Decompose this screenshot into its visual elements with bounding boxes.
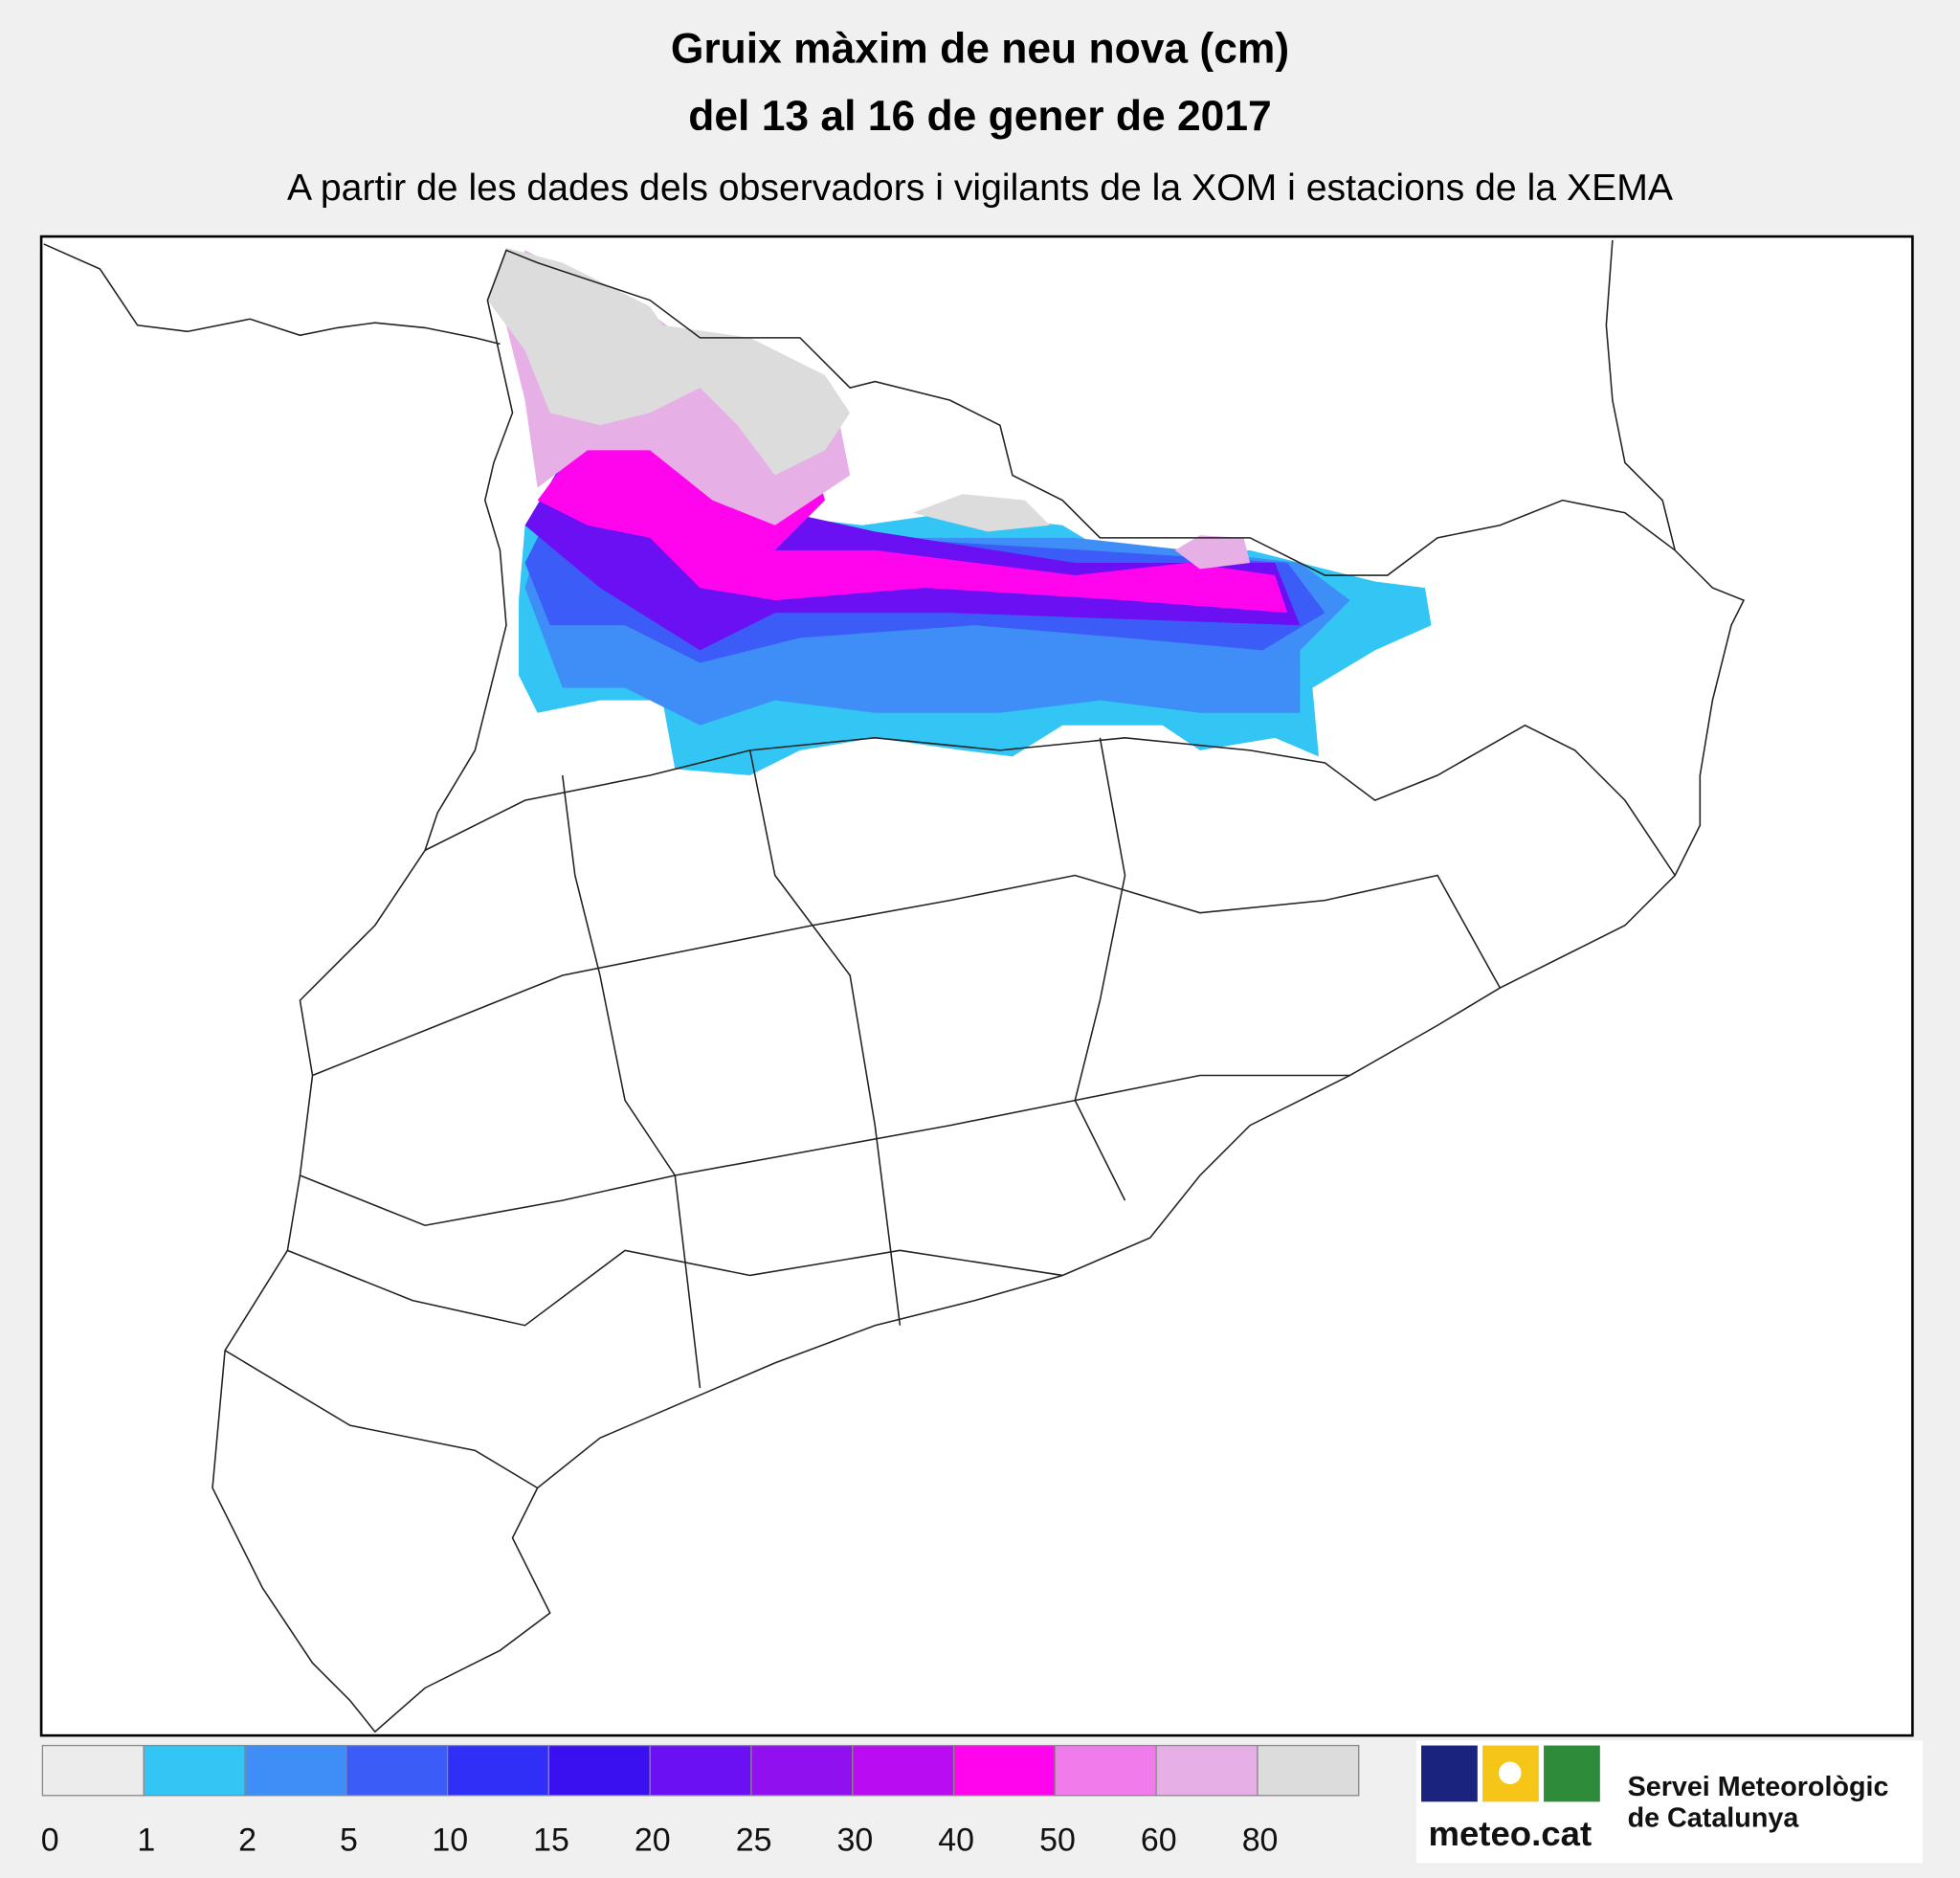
legend-swatch [547,1744,651,1797]
legend-swatch [41,1744,145,1797]
legend-swatch [952,1744,1057,1797]
legend-swatch [852,1744,955,1797]
legend-tick-label: 0 [41,1822,59,1858]
legend-swatch [1155,1744,1258,1797]
borders [43,239,1746,1733]
logo-icon [1499,1761,1522,1785]
legend-tick-label: 80 [1242,1822,1279,1858]
legend-swatch [446,1744,550,1797]
legend-tick-label: 5 [340,1822,358,1858]
logo: meteo.cat Servei Meteorològic de Catalun… [1415,1740,1923,1864]
legend-tick-label: 15 [533,1822,569,1858]
legend-swatch [1054,1744,1157,1797]
logo-brand: meteo.cat [1428,1814,1592,1853]
legend-swatch [1257,1744,1360,1797]
legend-tick-label: 25 [736,1822,772,1858]
snow-field [487,247,1432,776]
legend-swatch [143,1744,246,1797]
logo-icon [1421,1745,1478,1802]
legend-tick-label: 40 [938,1822,974,1858]
legend-swatch [649,1744,752,1797]
legend-tick-label: 30 [837,1822,874,1858]
legend-swatch [750,1744,854,1797]
legend: 0 1 2 5 10 15 20 25 30 40 50 60 80 [41,1744,1360,1858]
logo-org: de Catalunya [1628,1802,1800,1833]
legend-tick-label: 60 [1141,1822,1177,1858]
legend-tick-label: 2 [238,1822,256,1858]
subtitle: A partir de les dades dels observadors i… [287,168,1674,209]
logo-org: Servei Meteorològic [1628,1772,1889,1802]
legend-swatch [345,1744,449,1797]
legend-swatch [244,1744,347,1797]
legend-tick-label: 1 [137,1822,155,1858]
legend-tick-label: 20 [635,1822,671,1858]
map-frame [39,235,1914,1737]
logo-icon [1544,1745,1600,1802]
legend-tick-label: 10 [432,1822,468,1858]
legend-tick-label: 50 [1039,1822,1076,1858]
title: del 13 al 16 de gener de 2017 [688,93,1271,140]
title: Gruix màxim de neu nova (cm) [671,26,1289,73]
